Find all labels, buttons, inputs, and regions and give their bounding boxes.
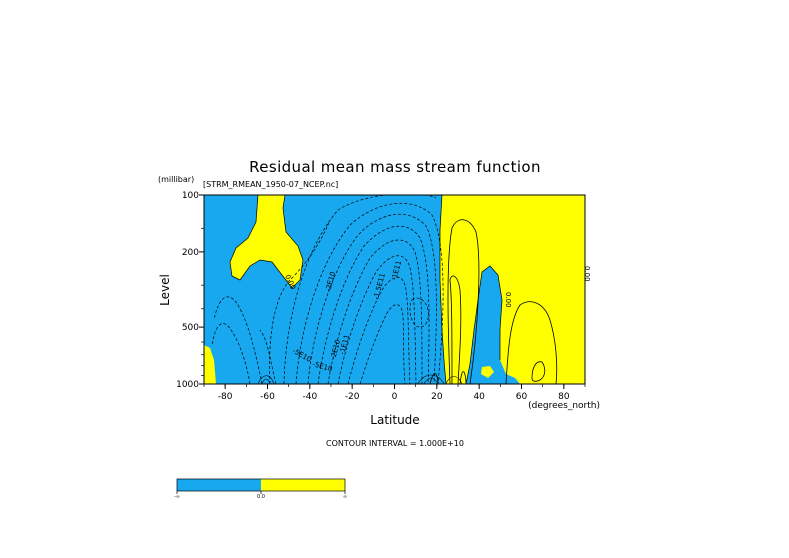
x-tick-label: -40 xyxy=(302,392,317,402)
x-units-label: (degrees_north) xyxy=(528,401,600,411)
x-tick-label: 60 xyxy=(516,392,528,402)
negative-contours xyxy=(211,195,444,384)
colorbar-label-min: -∞ xyxy=(174,494,180,500)
positive-region-nh xyxy=(440,195,585,384)
positive-region-corner xyxy=(558,370,574,384)
y-tick-label: 500 xyxy=(182,323,199,333)
positive-region-small xyxy=(481,366,494,378)
y-tick-label: 1000 xyxy=(176,380,199,390)
y-axis: 100 200 500 1000 xyxy=(176,191,204,390)
positive-contours xyxy=(429,219,558,384)
colorbar-positive xyxy=(261,479,345,491)
x-tick-label: 20 xyxy=(431,392,443,402)
x-tick-label: 0 xyxy=(392,392,398,402)
positive-region-sh-upper xyxy=(230,195,303,288)
x-tick-label: -60 xyxy=(260,392,275,402)
colorbar: -∞ 0.0 ∞ xyxy=(174,478,347,500)
surface-contours xyxy=(257,374,463,384)
colorbar-negative xyxy=(177,479,261,491)
plot-area xyxy=(204,195,585,384)
y-tick-label: 100 xyxy=(182,191,199,201)
contour-label: 0.00 xyxy=(504,292,512,308)
x-tick-label: 80 xyxy=(558,392,570,402)
zero-contours xyxy=(229,195,503,384)
contour-interval-note: CONTOUR INTERVAL = 1.000E+10 xyxy=(326,439,464,448)
x-tick-label: -80 xyxy=(218,392,233,402)
y-tick-label: 200 xyxy=(182,248,199,258)
x-axis: -80 -60 -40 -20 0 20 40 60 80 xyxy=(203,384,586,402)
colorbar-label-mid: 0.0 xyxy=(257,494,265,500)
y-axis-label: Level xyxy=(158,274,172,306)
chart-title: Residual mean mass stream function xyxy=(249,158,541,176)
chart-subtitle: [STRM_RMEAN_1950-07_NCEP.nc] xyxy=(203,180,338,189)
colorbar-label-max: ∞ xyxy=(343,494,347,500)
x-axis-label: Latitude xyxy=(370,413,419,427)
x-tick-label: 40 xyxy=(473,392,485,402)
positive-region-sh-edge xyxy=(204,345,216,384)
x-tick-label: -20 xyxy=(345,392,360,402)
y-units-label: (millibar) xyxy=(158,175,194,184)
contour-label: 0.00 xyxy=(583,266,591,282)
